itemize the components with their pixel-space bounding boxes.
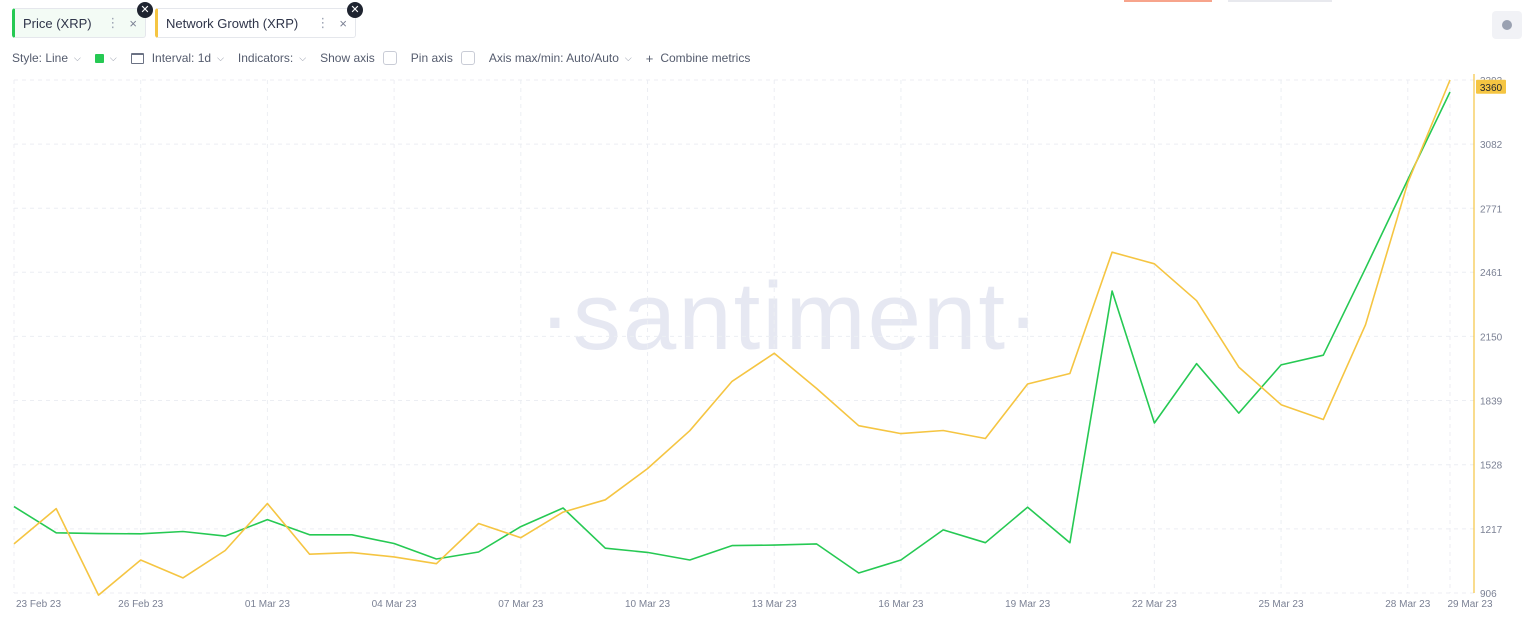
- chevron-down-icon: ⌵: [299, 52, 307, 63]
- close-icon[interactable]: ✕: [347, 2, 363, 18]
- settings-button[interactable]: [1492, 11, 1522, 39]
- pin-axis-label: Pin axis: [410, 51, 453, 65]
- current-value-text: 3360: [1480, 83, 1503, 94]
- y-tick-label: 2771: [1480, 204, 1503, 215]
- color-swatch: [94, 53, 104, 63]
- current-value-badge: [1476, 79, 1506, 94]
- y-tick-label: 1528: [1480, 461, 1503, 472]
- axis-range-label: Axis max/min: Auto/Auto: [488, 51, 619, 65]
- x-tick-label: 07 Mar 23: [498, 599, 543, 610]
- x-tick-label: 25 Mar 23: [1259, 599, 1304, 610]
- chevron-down-icon: ⌵: [74, 52, 81, 63]
- dot-icon: [1502, 20, 1512, 30]
- divider-line: [1228, 0, 1332, 2]
- kebab-menu-icon[interactable]: ⋮: [106, 15, 120, 30]
- x-axis-ticks: 23 Feb 23 26 Feb 23 01 Mar 23 04 Mar 23 07 M…: [16, 599, 1493, 610]
- combine-metrics-button[interactable]: + Combine metrics: [646, 51, 751, 66]
- axis-range-dropdown[interactable]: Axis max/min: Auto/Auto ⌵: [489, 51, 632, 65]
- close-icon[interactable]: ✕: [137, 2, 153, 18]
- x-tick-label: 19 Mar 23: [1005, 599, 1050, 610]
- y-tick-label: 906: [1480, 589, 1497, 600]
- y-tick-label: 1839: [1480, 397, 1503, 408]
- chevron-down-icon: ⌵: [109, 52, 117, 63]
- x-tick-label: 10 Mar 23: [625, 599, 670, 610]
- x-tick-label: 13 Mar 23: [752, 599, 797, 610]
- combine-metrics-label: Combine metrics: [660, 51, 751, 65]
- plus-icon: +: [645, 50, 654, 66]
- current-value-label: 3360: [1476, 79, 1506, 94]
- chevron-down-icon: ⌵: [624, 52, 632, 63]
- show-axis-label: Show axis: [320, 51, 375, 65]
- grid: [13, 79, 1474, 594]
- style-label: Style: Line: [12, 51, 69, 65]
- pin-axis-toggle[interactable]: Pin axis: [411, 51, 475, 65]
- show-axis-checkbox[interactable]: [382, 51, 397, 65]
- metric-tab-label: Price (XRP): [23, 15, 92, 31]
- chevron-down-icon: ⌵: [217, 52, 224, 63]
- remove-icon[interactable]: ×: [339, 15, 347, 31]
- accent-line: [1124, 0, 1212, 2]
- style-dropdown[interactable]: Style: Line ⌵: [12, 51, 81, 65]
- indicators-label: Indicators:: [237, 51, 294, 65]
- calendar-icon: [130, 52, 144, 64]
- metric-tab-network-growth[interactable]: Network Growth (XRP) ⋮ ×: [155, 8, 356, 38]
- x-tick-label: 01 Mar 23: [245, 599, 290, 610]
- x-tick-label: 16 Mar 23: [878, 599, 923, 610]
- price-series-line: [13, 91, 1451, 574]
- metric-tab-price[interactable]: Price (XRP) ⋮ ×: [12, 8, 146, 38]
- x-tick-label: 04 Mar 23: [372, 599, 417, 610]
- y-tick-label: 1217: [1480, 525, 1503, 536]
- x-tick-label: 28 Mar 23: [1385, 599, 1430, 610]
- pin-axis-checkbox[interactable]: [460, 51, 475, 65]
- indicators-dropdown[interactable]: Indicators: ⌵: [238, 51, 306, 65]
- y-axis-ticks: 90612171528183921502461277130823393: [1480, 76, 1503, 600]
- color-picker[interactable]: ⌵: [94, 52, 117, 64]
- x-tick-label: 22 Mar 23: [1132, 599, 1177, 610]
- santiment-watermark: ·santiment·: [538, 263, 1042, 370]
- x-tick-label: 23 Feb 23: [16, 599, 61, 610]
- network-growth-series-line: [13, 79, 1451, 596]
- y-tick-label: 2150: [1480, 332, 1503, 343]
- top-bar: Price (XRP) ⋮ × ✕ Network Growth (XRP) ⋮…: [0, 0, 1536, 44]
- metric-tab-label: Network Growth (XRP): [166, 15, 299, 31]
- interval-label: Interval: 1d: [151, 51, 212, 65]
- y-tick-label: 2461: [1480, 268, 1503, 279]
- series-layer: [13, 79, 1451, 596]
- interval-dropdown[interactable]: Interval: 1d ⌵: [130, 51, 224, 65]
- chart-toolbar: Style: Line ⌵ ⌵ Interval: 1d ⌵ Indicator…: [12, 48, 764, 68]
- y-tick-label: 3082: [1480, 140, 1503, 151]
- kebab-menu-icon[interactable]: ⋮: [316, 15, 330, 30]
- x-tick-label: 26 Feb 23: [118, 599, 163, 610]
- x-tick-label: 29 Mar 23: [1447, 599, 1492, 610]
- show-axis-toggle[interactable]: Show axis: [320, 51, 397, 65]
- remove-icon[interactable]: ×: [129, 15, 137, 31]
